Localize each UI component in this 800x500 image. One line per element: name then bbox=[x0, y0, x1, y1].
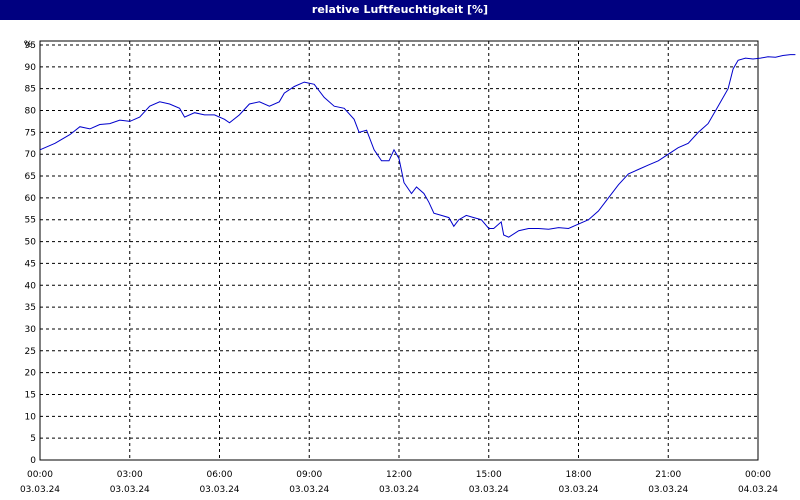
y-tick-label: 80 bbox=[25, 107, 37, 117]
x-tick-time-label: 00:00 bbox=[745, 470, 771, 480]
plot-area-border bbox=[39, 40, 759, 461]
chart-title: relative Luftfeuchtigkeit [%] bbox=[0, 0, 800, 20]
y-tick-label: 95 bbox=[25, 41, 36, 51]
x-tick-date-label: 03.03.24 bbox=[20, 485, 60, 495]
y-tick-label: 50 bbox=[25, 238, 37, 248]
y-tick-label: 70 bbox=[25, 150, 37, 160]
y-tick-label: 30 bbox=[25, 325, 37, 335]
x-tick-time-label: 09:00 bbox=[296, 470, 322, 480]
x-tick-time-label: 12:00 bbox=[386, 470, 412, 480]
humidity-series-line bbox=[39, 54, 796, 238]
x-tick-date-label: 03.03.24 bbox=[469, 485, 509, 495]
x-tick-date-label: 03.03.24 bbox=[558, 485, 598, 495]
y-tick-label: 25 bbox=[25, 347, 36, 357]
x-tick-date-label: 03.03.24 bbox=[199, 485, 239, 495]
y-tick-label: 10 bbox=[25, 412, 37, 422]
y-tick-label: 45 bbox=[25, 259, 36, 269]
x-tick-time-label: 18:00 bbox=[566, 470, 592, 480]
y-tick-label: 65 bbox=[25, 172, 36, 182]
x-tick-time-label: 00:00 bbox=[27, 470, 53, 480]
y-tick-label: 0 bbox=[30, 456, 36, 466]
y-tick-label: 15 bbox=[25, 390, 36, 400]
y-tick-label: 75 bbox=[25, 128, 36, 138]
x-tick-time-label: 15:00 bbox=[476, 470, 502, 480]
y-tick-label: 85 bbox=[25, 85, 36, 95]
x-tick-time-label: 06:00 bbox=[207, 470, 233, 480]
y-tick-label: 55 bbox=[25, 216, 36, 226]
x-tick-date-label: 04.03.24 bbox=[738, 485, 778, 495]
y-tick-label: 20 bbox=[25, 369, 37, 379]
x-tick-time-label: 21:00 bbox=[655, 470, 681, 480]
y-tick-label: 90 bbox=[25, 63, 37, 73]
y-tick-label: 60 bbox=[25, 194, 37, 204]
x-tick-date-label: 03.03.24 bbox=[648, 485, 688, 495]
y-unit-label: % bbox=[24, 40, 33, 50]
y-tick-label: 5 bbox=[30, 434, 36, 444]
x-tick-date-label: 03.03.24 bbox=[289, 485, 329, 495]
x-tick-date-label: 03.03.24 bbox=[379, 485, 419, 495]
y-tick-label: 40 bbox=[25, 281, 37, 291]
x-tick-time-label: 03:00 bbox=[117, 470, 143, 480]
y-tick-label: 35 bbox=[25, 303, 36, 313]
x-tick-date-label: 03.03.24 bbox=[110, 485, 150, 495]
